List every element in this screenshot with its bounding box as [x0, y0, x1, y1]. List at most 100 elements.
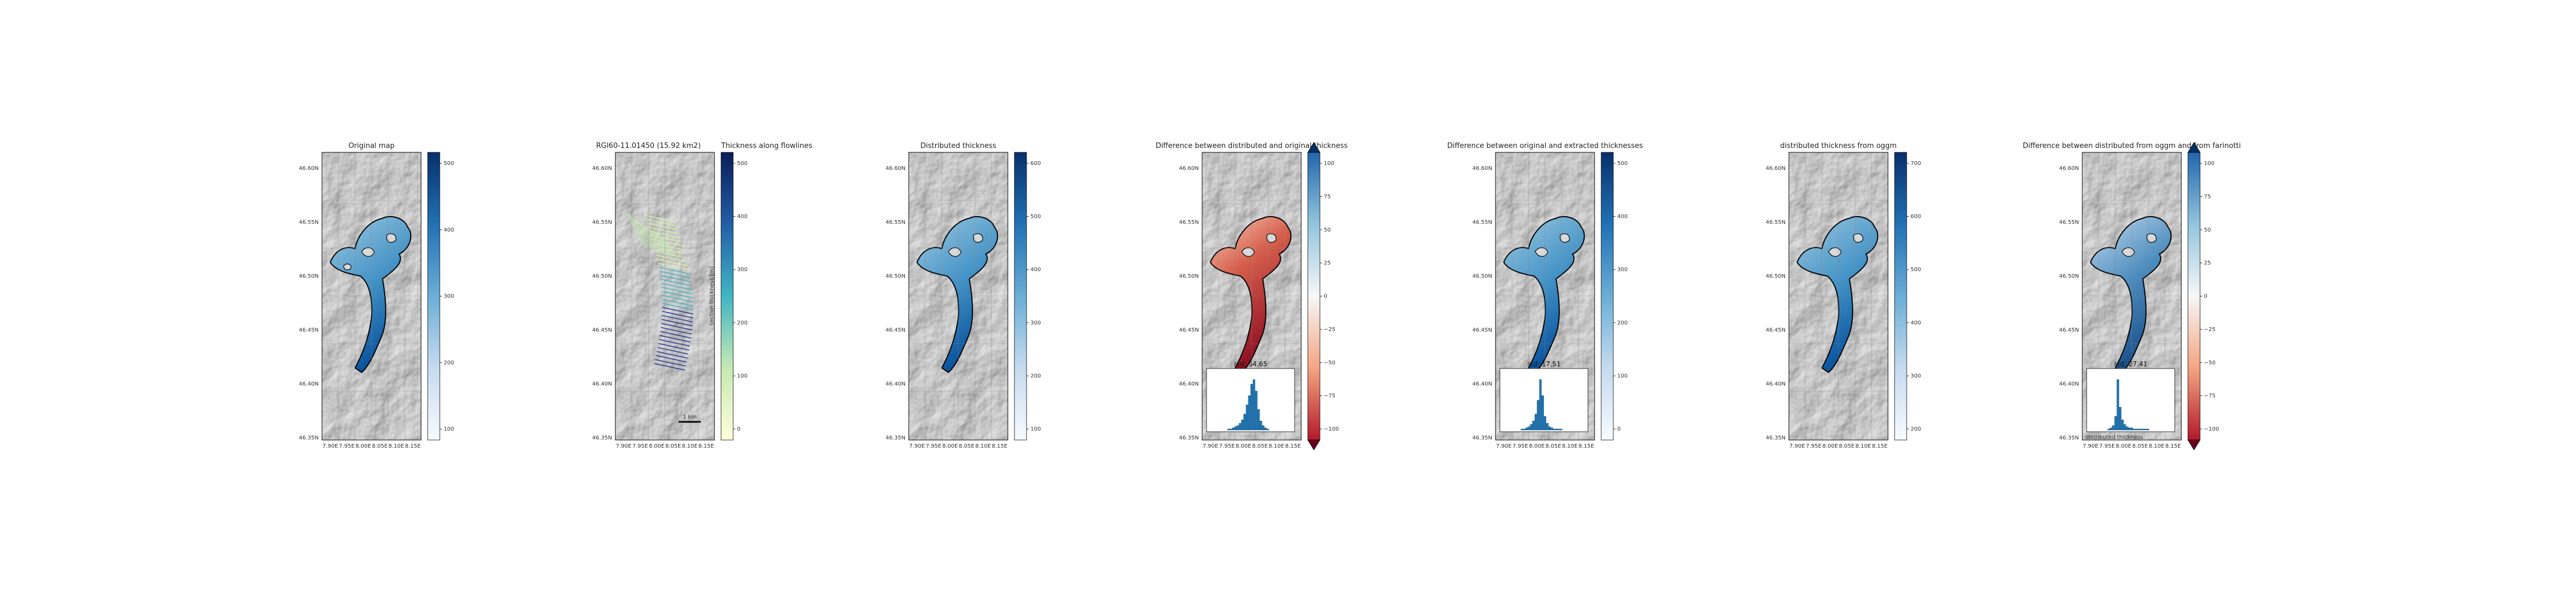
lon-tick-label: 8.00E	[1822, 443, 1838, 449]
panel-p3: Distributed thickness 46.60N 46.55N 46.50N 4…	[886, 142, 1041, 449]
hist-bar	[1267, 428, 1269, 431]
colorbar-bar	[1894, 152, 1907, 441]
hist-bar	[1227, 428, 1230, 431]
colorbar-tick-label: 100	[1030, 426, 1041, 432]
lat-tick-label: 46.60N	[2059, 166, 2079, 172]
section-line	[650, 229, 668, 254]
lat-tick-label: 46.40N	[1766, 381, 1786, 387]
lat-tick-label: 46.35N	[299, 435, 319, 441]
colorbar-bar	[1307, 152, 1320, 441]
lon-tick-label: 8.10E	[682, 443, 698, 449]
graticule	[1789, 152, 1888, 440]
hist-bar	[1248, 395, 1251, 431]
nunatak	[948, 247, 962, 257]
colorbar-label: Section thickness [m]	[709, 266, 715, 326]
colorbar: 600 500 400 300 200 100	[1014, 152, 1041, 441]
panel-title: Distributed thickness	[920, 142, 996, 150]
hist-bar	[1243, 414, 1246, 431]
section-line	[652, 230, 670, 255]
colorbar-bar	[2187, 152, 2201, 441]
colorbar-tick-label: −50	[2204, 360, 2215, 366]
hist-bar	[1527, 426, 1530, 431]
section-line	[654, 232, 672, 256]
colorbar-tick-label: 100	[737, 373, 747, 379]
lat-tick-label: 46.45N	[1472, 327, 1492, 333]
lon-tick-label: 8.05E	[1252, 443, 1268, 449]
section-line	[659, 234, 676, 257]
lat-tick-label: 46.60N	[1766, 166, 1786, 172]
section-line	[630, 216, 648, 248]
colorbar-bar	[721, 152, 734, 441]
colorbar-extend-top	[2187, 142, 2201, 153]
inset-histogram: std: 54.65	[1206, 360, 1295, 432]
lon-tick-label: 7.95E	[2099, 443, 2115, 449]
dynamic-layer: 46.60N 46.55N 46.50N 46.45N 46.40N 46.35N 7.90…	[299, 142, 2241, 450]
hist-bar	[2112, 425, 2115, 431]
lat-tick-label: 46.35N	[1472, 435, 1492, 441]
axes-border	[2082, 152, 2182, 441]
nunatak	[1535, 247, 1548, 257]
lat-tick-label: 46.45N	[1766, 327, 1786, 333]
lat-tick-label: 46.50N	[1179, 273, 1199, 279]
lon-tick-label: 7.95E	[339, 443, 355, 449]
section-line	[662, 299, 694, 306]
inset-histogram: std: 27.41 distributed thickness	[2086, 360, 2175, 441]
section-line	[637, 220, 654, 250]
axes-border	[1788, 152, 1889, 441]
panel-title: Difference between distributed and origi…	[1156, 142, 1348, 150]
panel-p7: Difference between distributed from oggm…	[2023, 142, 2241, 450]
panel-p2: RGI60-11.01450 (15.92 km2) Thickness alon…	[592, 142, 812, 449]
colorbar-tick-label: −75	[2204, 393, 2215, 399]
nunatak	[1559, 233, 1570, 243]
lat-tick-label: 46.40N	[2059, 381, 2079, 387]
colorbar: 500 400 300 200 100	[427, 152, 454, 441]
axes-border	[1495, 152, 1595, 441]
hist-bar	[2124, 424, 2126, 431]
lat-tick-label: 46.55N	[2059, 219, 2079, 226]
colorbar-tick-label: −100	[2204, 426, 2219, 432]
lat-tick-label: 46.50N	[1472, 273, 1492, 279]
lon-tick-label: 8.00E	[1236, 443, 1252, 449]
lon-tick-label: 8.00E	[942, 443, 958, 449]
nunatak	[1828, 247, 1842, 257]
hist-bar	[1253, 379, 1256, 431]
section-line	[658, 262, 689, 271]
colorbar-tick-label: −25	[2204, 327, 2215, 333]
lon-tick-label: 8.10E	[1855, 443, 1871, 449]
hist-bar	[1241, 420, 1244, 431]
colorbar-tick-label: −100	[1324, 426, 1339, 432]
hist-bar	[1541, 395, 1544, 431]
lat-tick-label: 46.50N	[2059, 273, 2079, 279]
section-line	[635, 218, 652, 249]
panel-title: RGI60-11.01450 (15.92 km2)	[596, 142, 701, 150]
lat-tick-label: 46.40N	[1179, 381, 1199, 387]
colorbar-tick-label: 300	[444, 294, 454, 300]
lat-tick-label: 46.55N	[592, 219, 612, 226]
lat-tick-label: 46.45N	[886, 327, 905, 333]
lon-tick-label: 7.95E	[1219, 443, 1235, 449]
glacier-body	[1796, 216, 1879, 373]
lon-tick-label: 8.05E	[959, 443, 975, 449]
colorbar: 500 400 300 200 100 0 Section thickness [m]	[709, 152, 747, 441]
colorbar-tick-label: 300	[737, 267, 747, 273]
hist-bar	[1551, 427, 1553, 431]
colorbar-tick-label: 75	[2204, 194, 2211, 200]
section-line	[662, 302, 694, 311]
colorbar-tick-label: 200	[1617, 320, 1628, 326]
hist-bar	[2126, 426, 2129, 431]
axes-border	[908, 152, 1008, 441]
hist-bar	[1230, 428, 1232, 431]
colorbar-tick-label: 400	[1030, 267, 1041, 273]
lon-tick-label: 8.15E	[698, 443, 714, 449]
section-line	[662, 315, 693, 323]
section-line	[628, 214, 646, 247]
lat-tick-label: 46.40N	[886, 381, 905, 387]
colorbar-tick-label: 200	[444, 360, 454, 366]
lat-tick-label: 46.60N	[592, 166, 612, 172]
lat-tick-label: 46.45N	[1179, 327, 1199, 333]
lon-tick-label: 8.00E	[356, 443, 372, 449]
section-line	[643, 224, 661, 252]
lon-tick-label: 7.90E	[616, 443, 632, 449]
colorbar-extend-bottom	[1307, 439, 1320, 450]
lon-tick-label: 7.90E	[1496, 443, 1512, 449]
